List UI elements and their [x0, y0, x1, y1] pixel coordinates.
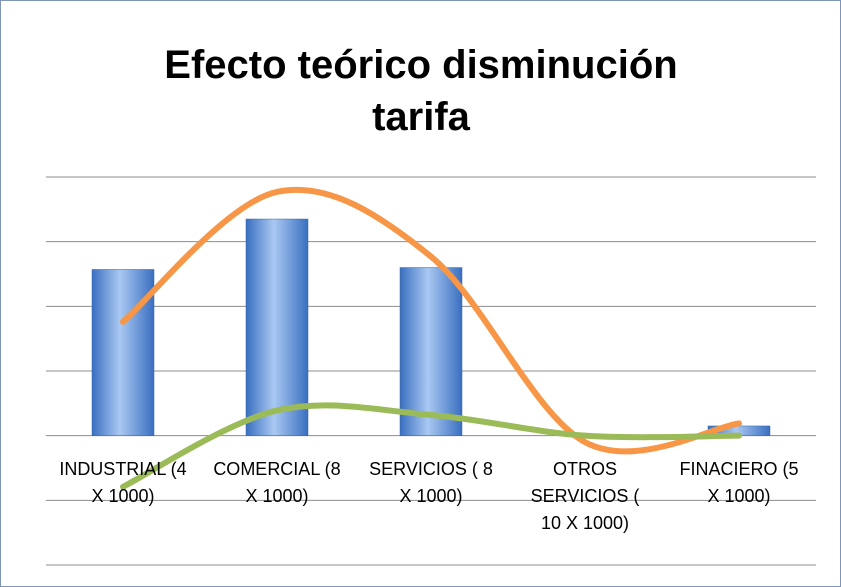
x-tick-label: SERVICIOS ( 8 X 1000)	[369, 458, 493, 506]
x-tick-label: FINACIERO (5 X 1000)	[679, 458, 799, 506]
bar	[245, 218, 309, 436]
bar	[399, 267, 463, 436]
x-tick-label: INDUSTRIAL (4 X 1000)	[59, 458, 187, 506]
line	[120, 402, 742, 490]
x-tick-label: COMERCIAL (8 X 1000)	[213, 458, 341, 506]
bar	[91, 269, 155, 436]
chart-title: Efecto teórico disminución tarifa	[164, 43, 678, 139]
line	[120, 186, 742, 455]
x-tick-label: OTROS SERVICIOS ( 10 X 1000)	[530, 458, 640, 533]
